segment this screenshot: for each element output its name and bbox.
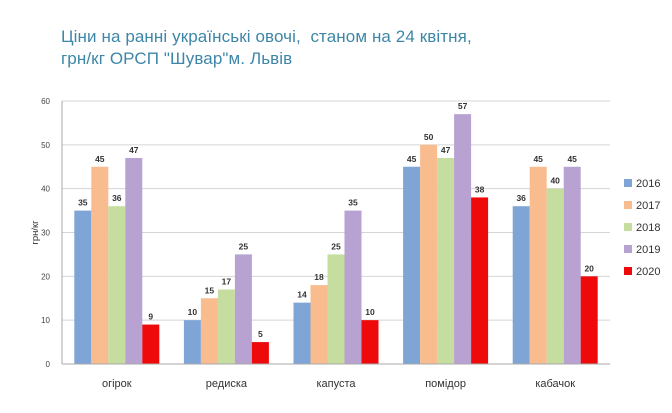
bar-2019-0	[125, 157, 143, 364]
bar-2017-0	[91, 166, 109, 364]
bar-2016-3	[403, 166, 421, 364]
value-label: 47	[129, 145, 139, 155]
bar-2017-1	[200, 298, 218, 364]
bar-2019-3	[454, 114, 472, 365]
y-tick-label: 30	[41, 229, 50, 238]
value-label: 14	[297, 290, 307, 300]
chart-title-line-1: Ціни на ранні українські овочі, станом н…	[61, 27, 472, 46]
bar-2017-3	[420, 144, 438, 364]
bar-2019-4	[563, 166, 581, 364]
bar-2020-2	[361, 320, 379, 364]
value-label: 57	[458, 101, 468, 111]
y-tick-label: 50	[41, 141, 50, 150]
bar-2018-4	[546, 188, 564, 364]
value-label: 45	[533, 154, 543, 164]
bar-2016-4	[512, 206, 530, 364]
bar-2020-1	[251, 342, 269, 364]
legend-label-2017: 2017	[636, 200, 660, 212]
value-label: 45	[567, 154, 577, 164]
value-label: 20	[584, 263, 594, 273]
bar-2019-2	[344, 210, 362, 364]
legend-label-2018: 2018	[636, 222, 660, 234]
value-label: 25	[239, 241, 249, 251]
bar-2018-3	[437, 157, 455, 364]
bar-2016-2	[293, 302, 311, 364]
value-label: 36	[112, 193, 122, 203]
value-label: 47	[441, 145, 451, 155]
legend-swatch-2019	[624, 245, 632, 253]
legend-swatch-2020	[624, 267, 632, 275]
y-tick-label: 0	[46, 360, 51, 369]
legend-label-2019: 2019	[636, 244, 660, 256]
legend-swatch-2018	[624, 223, 632, 231]
bar-2020-3	[471, 197, 489, 364]
bar-2019-1	[234, 254, 252, 364]
value-label: 17	[222, 276, 232, 286]
x-tick-label: кабачок	[535, 378, 575, 390]
value-label: 5	[258, 329, 263, 339]
bar-2018-0	[108, 206, 126, 364]
bars	[74, 114, 598, 365]
value-label: 18	[314, 272, 324, 282]
value-label: 35	[78, 198, 88, 208]
legend-label-2020: 2020	[636, 266, 660, 278]
bar-2016-0	[74, 210, 92, 364]
value-label: 40	[550, 176, 560, 186]
y-tick-label: 10	[41, 316, 50, 325]
value-label: 50	[424, 132, 434, 142]
bar-2018-2	[327, 254, 345, 364]
bar-2017-2	[310, 285, 328, 364]
value-label: 36	[516, 193, 526, 203]
chart-title-line-2: грн/кг ОРСП "Шувар"м. Львів	[61, 49, 293, 68]
axes: 0 10 20 30 40 50 60 грн/кг огірок редиска капуста п…	[30, 97, 610, 390]
x-tick-label: помідор	[425, 378, 466, 390]
x-tick-label: огірок	[102, 378, 132, 390]
y-tick-label: 40	[41, 185, 50, 194]
y-axis-label: грн/кг	[30, 220, 41, 245]
x-tick-label: редиска	[206, 378, 248, 390]
bar-2016-1	[183, 320, 201, 364]
value-label: 38	[475, 184, 485, 194]
value-label: 9	[148, 312, 153, 322]
y-tick-label: 60	[41, 97, 50, 106]
bar-2020-4	[580, 276, 598, 364]
value-label: 15	[205, 285, 215, 295]
y-tick-label: 20	[41, 272, 50, 281]
value-label: 10	[188, 307, 198, 317]
legend-label-2016: 2016	[636, 178, 660, 190]
value-label: 10	[365, 307, 375, 317]
bar-2018-1	[217, 289, 235, 364]
value-label: 35	[348, 198, 358, 208]
value-label: 45	[407, 154, 417, 164]
value-label: 45	[95, 154, 105, 164]
legend-swatch-2017	[624, 201, 632, 209]
legend-swatch-2016	[624, 179, 632, 187]
bar-2017-4	[529, 166, 547, 364]
x-tick-label: капуста	[316, 378, 356, 390]
legend: 2016 2017 2018 2019 2020	[624, 178, 660, 278]
value-label: 25	[331, 241, 341, 251]
value-labels: 35 45 36 47 9 10 15 17 25 5 14 18 25 35 10 45 50 47 57 38 36…	[78, 101, 594, 339]
bar-2020-0	[142, 324, 160, 364]
